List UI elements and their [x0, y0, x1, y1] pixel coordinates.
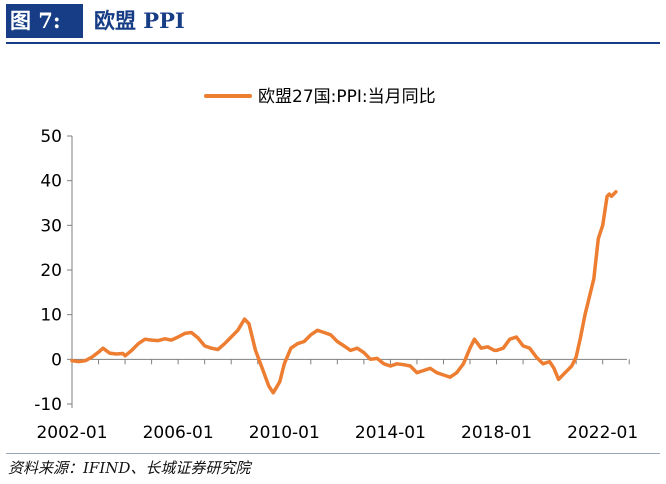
figure-title: 欧盟 PPI: [94, 8, 185, 33]
footer-divider: [6, 453, 660, 454]
x-tick-label: 2018-01: [461, 423, 532, 443]
x-tick-label: 2002-01: [36, 423, 107, 443]
x-tick-label: 2022-01: [567, 423, 638, 443]
legend-label: 欧盟27国:PPI:当月同比: [258, 87, 436, 107]
y-axis: -10 0 10 20 30 40 50: [34, 127, 73, 415]
x-tick-label: 2010-01: [249, 423, 320, 443]
x-axis: 2002-01 2006-01 2010-01 2014-01 2018-01 2022-…: [36, 358, 638, 443]
y-tick-label: 10: [40, 306, 62, 326]
source-note: 资料来源：IFIND、长城证券研究院: [8, 459, 251, 477]
y-tick-label: -10: [34, 395, 62, 415]
y-tick-label: 0: [51, 350, 62, 370]
y-tick-label: 50: [40, 127, 62, 147]
x-tick-label: 2014-01: [355, 423, 426, 443]
plot-area: [70, 190, 618, 395]
x-tick-label: 2006-01: [143, 423, 214, 443]
y-tick-label: 30: [40, 216, 62, 236]
series-line-eu27-ppi: [70, 190, 618, 395]
header-divider: [6, 42, 660, 44]
y-tick-label: 20: [40, 261, 62, 281]
chart-legend: 欧盟27国:PPI:当月同比: [204, 87, 436, 107]
y-tick-label: 40: [40, 172, 62, 192]
figure-header: 图 7: 欧盟 PPI: [0, 0, 666, 44]
figure-number-label: 图 7:: [6, 4, 83, 38]
